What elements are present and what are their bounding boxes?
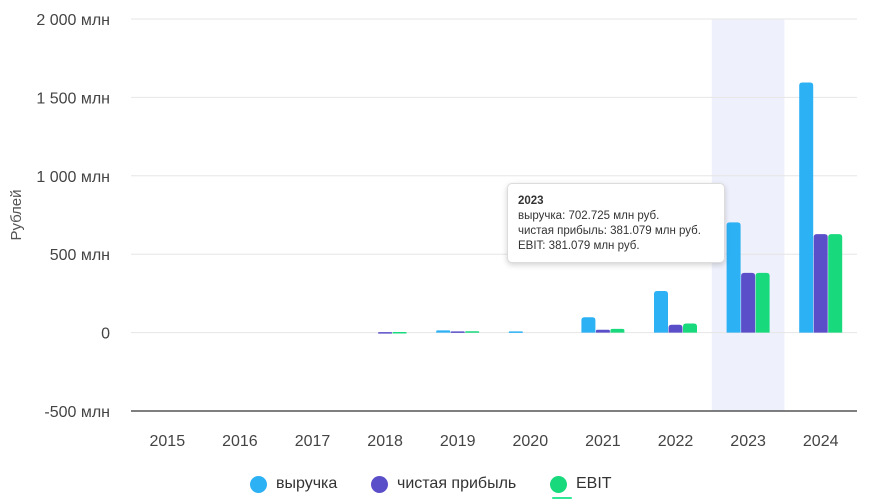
legend-dot-ebit [550, 475, 567, 493]
legend-label-net-profit: чистая прибыль [397, 475, 517, 492]
x-tick-label: 2017 [295, 433, 331, 450]
legend-dot-net-profit [371, 475, 388, 493]
x-axis-tick-labels: 2015 2016 2017 2018 2019 2020 2021 2022 2023 2024 [150, 433, 839, 450]
bar-2018-series-2 [392, 331, 407, 334]
bar-2024-series-1 [813, 234, 828, 333]
x-tick-label: 2022 [658, 433, 694, 450]
legend-item-ebit[interactable]: EBIT [550, 475, 612, 493]
bars [378, 82, 843, 334]
tooltip-line-ebit: EBIT: 381.079 млн руб. [518, 240, 640, 252]
x-tick-label: 2020 [513, 433, 549, 450]
tooltip-line-net-profit: чистая прибыль: 381.079 млн руб. [518, 225, 701, 237]
bar-2019-series-0 [436, 330, 451, 333]
bar-2023-series-0 [726, 222, 741, 333]
x-tick-label: 2019 [440, 433, 476, 450]
bar-2024-series-2 [828, 234, 843, 333]
legend-label-revenue: выручка [276, 475, 338, 492]
bar-2021-series-0 [581, 317, 596, 333]
tooltip-line-revenue: выручка: 702.725 млн руб. [518, 210, 660, 222]
bar-2023-series-2 [755, 272, 770, 333]
tooltip-title: 2023 [518, 195, 544, 207]
legend-dot-revenue [250, 475, 267, 493]
x-tick-label: 2024 [803, 433, 839, 450]
legend-label-ebit: EBIT [576, 475, 612, 492]
bar-2021-series-2 [610, 328, 625, 333]
y-axis-tick-labels: 2 000 млн 1 500 млн 1 000 млн 500 млн 0 -500 … [36, 12, 110, 421]
y-axis-label: Рублей [8, 189, 25, 240]
y-tick-label: 1 000 млн [36, 169, 110, 186]
x-tick-label: 2015 [150, 433, 186, 450]
x-tick-label: 2018 [367, 433, 403, 450]
gridlines [131, 18, 857, 334]
y-tick-label: -500 млн [44, 404, 110, 421]
bar-2022-series-1 [668, 324, 683, 333]
bar-2024-series-0 [799, 82, 814, 333]
bar-2020-series-0 [508, 331, 523, 333]
bar-2022-series-2 [683, 323, 697, 333]
y-tick-label: 500 млн [50, 247, 110, 264]
legend: выручка чистая прибыль EBIT [0, 475, 882, 497]
bar-2019-series-1 [450, 331, 465, 333]
x-tick-label: 2016 [222, 433, 258, 450]
legend-overflow-marker [552, 497, 572, 499]
legend-item-revenue[interactable]: выручка [250, 475, 337, 493]
tooltip: 2023 выручка: 702.725 млн руб. чистая пр… [507, 183, 725, 263]
y-tick-label: 0 [101, 326, 110, 343]
bar-2022-series-0 [654, 291, 668, 333]
bar-2023-series-1 [741, 272, 756, 333]
y-tick-label: 2 000 млн [36, 12, 110, 29]
bar-2019-series-2 [465, 331, 480, 333]
bar-2021-series-1 [595, 329, 610, 333]
y-tick-label: 1 500 млн [36, 90, 110, 107]
legend-item-net-profit[interactable]: чистая прибыль [371, 475, 516, 493]
bar-2018-series-1 [378, 332, 393, 334]
x-tick-label: 2021 [585, 433, 621, 450]
x-tick-label: 2023 [730, 433, 766, 450]
